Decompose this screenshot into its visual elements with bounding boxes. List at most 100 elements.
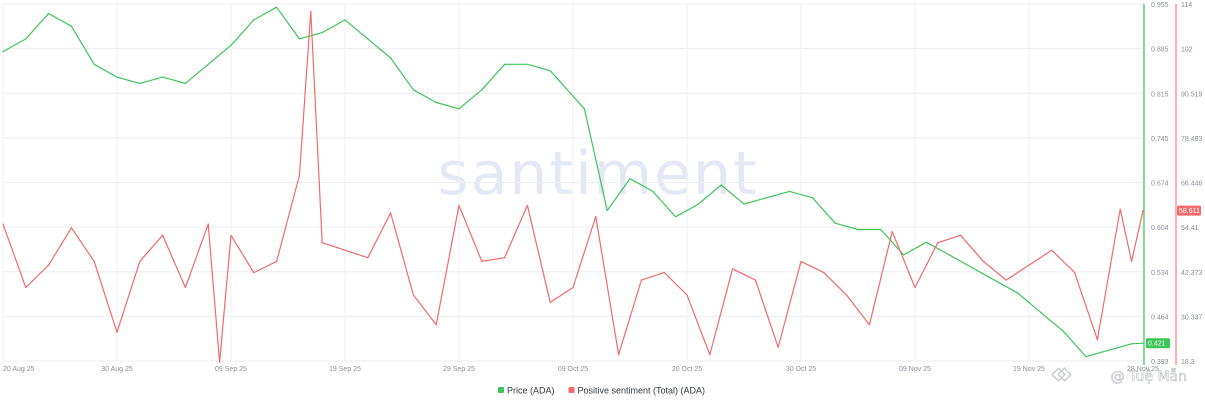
x-tick-label: 19 Nov 25 [1013,366,1045,373]
price-point [606,209,608,212]
sentiment-point [663,272,665,274]
price-point [675,216,677,218]
price-point [2,51,4,53]
sentiment-point [1005,279,1007,281]
sentiment-point [207,223,209,225]
price-point [207,63,209,65]
sentiment-point [48,264,50,266]
sentiment-point [526,204,529,206]
legend-item-price[interactable]: Price (ADA) [498,386,555,396]
price-point [1062,330,1064,332]
sentiment-point [253,272,255,274]
sentiment-point [1131,260,1133,262]
price-point [948,254,950,256]
price-point [70,25,72,27]
sentiment-point [549,301,551,303]
sentiment-point [823,272,825,274]
price-point [834,222,836,224]
price-point [652,190,654,192]
sentiment-point [184,286,186,289]
sentiment-point [960,234,962,236]
sentiment-point [1028,264,1030,266]
value-badges: 0.421 58.611 [1146,205,1201,349]
sentiment-point [1142,210,1144,212]
diamond-logo-icon [1051,367,1072,382]
overlay-handle-text: @ Tuệ Mẫn [1111,368,1187,385]
sentiment-point [868,324,871,326]
sentiment-tick-label: 66.446 [1181,181,1203,188]
sentiment-tick-label: 90.519 [1181,91,1203,98]
price-last-value: 0.421 [1148,341,1166,348]
price-point [93,63,95,65]
sentiment-point [618,354,620,356]
price-point [184,82,186,84]
sentiment-tick-label: 54.41 [1181,225,1199,232]
sentiment-point [709,354,711,356]
sentiment-point [1096,339,1098,341]
price-point [253,19,255,21]
sentiment-point [1119,208,1121,210]
x-axis: 20 Aug 25 30 Aug 25 09 Sep 25 19 Sep 25 29 S… [3,366,1159,373]
x-tick-label: 20 Aug 25 [3,366,35,373]
price-points [2,6,1144,358]
sentiment-tick-label: 30.337 [1181,314,1203,321]
x-tick-label: 20 Oct 25 [672,366,702,373]
price-point [48,12,50,15]
price-point [276,6,278,8]
price-point [629,178,631,180]
sentiment-axis: 114 102 90.519 78.483 66.446 54.41 42.373 30.33… [1181,2,1203,366]
legend-label: Price (ADA) [507,386,555,396]
price-tick-label: 0.885 [1151,47,1169,54]
sentiment-point [1051,249,1053,251]
sentiment-point [686,294,688,296]
x-tick-label: 29 Sep 25 [443,366,475,373]
sentiment-point [800,260,802,262]
price-point [139,82,141,84]
legend-item-sentiment[interactable]: Positive sentiment (Total) (ADA) [568,386,706,396]
price-tick-label: 0.393 [1151,359,1169,366]
price-point [743,203,745,205]
sentiment-point [276,260,278,262]
sentiment-point [25,286,27,289]
sentiment-tick-label: 78.483 [1181,136,1203,143]
price-point [435,101,437,104]
price-point [481,89,483,91]
sentiment-point [390,212,392,214]
price-point [344,19,346,21]
sentiment-point [572,286,574,289]
price-last-badge [1146,338,1170,349]
price-point [857,228,859,231]
price-point [720,184,722,186]
legend-swatch [498,387,504,393]
sentiment-point [754,279,757,281]
price-point [321,31,323,34]
price-point [298,38,300,40]
x-tick-label: 09 Sep 25 [215,366,247,373]
x-tick-label: 30 Oct 25 [786,366,816,373]
sentiment-point [139,260,141,262]
price-point [766,197,768,199]
price-series-line [2,6,1144,358]
sentiment-point [481,260,483,262]
sentiment-series-line [2,10,1144,363]
sentiment-point [219,361,221,363]
price-tick-label: 0.604 [1151,225,1169,232]
x-tick-label: 19 Sep 25 [329,366,361,373]
price-point [390,57,392,59]
sentiment-point [367,257,369,259]
price-tick-label: 0.674 [1151,181,1169,188]
sentiment-point [777,346,779,348]
sentiment-point [321,242,323,244]
x-tick-label: 09 Nov 25 [899,366,931,373]
sentiment-point [412,294,414,296]
sentiment-point [595,216,597,218]
price-axis: 0.955 0.885 0.815 0.745 0.674 0.604 0.534 0.464… [1151,2,1169,366]
price-point [903,254,905,256]
legend[interactable]: Price (ADA) Positive sentiment (Total) (A… [498,386,705,396]
price-point [504,63,506,65]
legend-swatch [568,387,575,393]
price-point [811,197,814,199]
x-tick-label: 09 Oct 25 [558,366,588,373]
price-point [549,70,551,72]
